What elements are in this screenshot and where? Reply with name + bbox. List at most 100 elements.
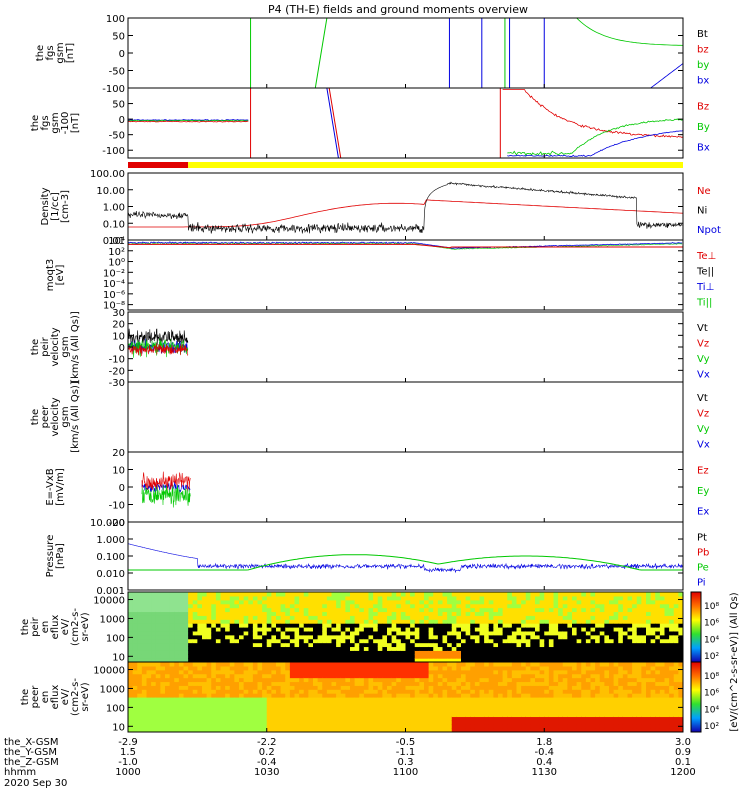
heatmap-cell	[511, 677, 518, 683]
heatmap-cell	[271, 592, 277, 597]
heatmap-cell	[562, 677, 568, 683]
heatmap-cell	[414, 728, 420, 732]
heatmap-cell	[188, 662, 194, 667]
heatmap-cell	[595, 642, 601, 648]
heatmap-cell	[655, 728, 661, 732]
heatmap-cell	[641, 634, 647, 640]
heatmap-cell	[451, 697, 457, 702]
heatmap-cell	[493, 681, 499, 686]
heatmap-cell	[197, 720, 203, 725]
heatmap-cell	[424, 693, 430, 698]
heatmap-cell	[451, 638, 457, 644]
heatmap-cell	[650, 646, 656, 651]
heatmap-cell	[350, 685, 356, 690]
heatmap-cell	[595, 700, 601, 706]
heatmap-cell	[502, 638, 508, 644]
heatmap-cell	[391, 654, 397, 659]
heatmap-cell	[595, 650, 601, 655]
heatmap-cell	[160, 603, 166, 609]
heatmap-cell	[678, 658, 683, 662]
heatmap-cell	[627, 634, 633, 640]
heatmap-cell	[248, 642, 254, 648]
heatmap-cell	[410, 615, 416, 620]
panel-frame	[127, 17, 684, 89]
heatmap-cell	[160, 685, 166, 690]
heatmap-cell	[479, 650, 485, 655]
heatmap-cell	[368, 599, 374, 605]
heatmap-cell	[442, 728, 448, 732]
heatmap-cell	[262, 595, 268, 601]
heatmap-cell	[373, 642, 379, 648]
heatmap-cell	[285, 689, 291, 694]
heatmap-cell	[484, 611, 490, 616]
heatmap-cell	[178, 708, 185, 714]
heatmap-cell	[285, 685, 291, 690]
heatmap-cell	[539, 595, 545, 601]
heatmap-cell	[410, 595, 416, 601]
series-peir_velocity-vt	[128, 328, 189, 347]
heatmap-cell	[544, 673, 550, 679]
y-axis-label: moqt3	[45, 259, 56, 292]
heatmap-cell	[382, 685, 388, 690]
heatmap-cell	[622, 681, 629, 686]
heatmap-cell	[641, 669, 647, 675]
heatmap-cell	[220, 693, 226, 698]
heatmap-cell	[252, 685, 259, 690]
heatmap-cell	[155, 592, 161, 597]
heatmap-cell	[479, 685, 485, 690]
heatmap-cell	[146, 677, 152, 683]
heatmap-cell	[197, 673, 203, 679]
heatmap-cell	[567, 623, 573, 628]
heatmap-cell	[655, 638, 661, 644]
heatmap-cell	[627, 677, 633, 683]
heatmap-cell	[377, 665, 383, 671]
heatmap-cell	[160, 646, 166, 651]
heatmap-cell	[141, 642, 148, 648]
heatmap-cell	[525, 724, 531, 729]
heatmap-cell	[368, 673, 374, 679]
heatmap-cell	[535, 697, 541, 702]
heatmap-cell	[627, 595, 633, 601]
heatmap-cell	[484, 599, 490, 605]
heatmap-cell	[585, 658, 592, 662]
heatmap-cell	[428, 712, 434, 718]
heatmap-cell	[165, 654, 171, 659]
heatmap-cell	[271, 665, 277, 671]
heatmap-cell	[289, 634, 296, 640]
heatmap-cell	[215, 700, 222, 706]
heatmap-cell	[595, 627, 601, 632]
heatmap-cell	[225, 599, 231, 605]
heatmap-cell	[363, 595, 370, 601]
heatmap-cell	[493, 599, 499, 605]
heatmap-cell	[266, 708, 272, 714]
heatmap-cell	[470, 697, 476, 702]
heatmap-cell	[511, 681, 518, 686]
heatmap-cell	[373, 700, 379, 706]
heatmap-cell	[521, 654, 527, 659]
heatmap-cell	[456, 599, 462, 605]
heatmap-cell	[368, 595, 374, 601]
heatmap-cell	[604, 642, 610, 648]
heatmap-cell	[562, 669, 568, 675]
heatmap-cell	[257, 634, 263, 640]
heatmap-cell	[303, 681, 309, 686]
heatmap-cell	[669, 642, 675, 648]
heatmap-cell	[396, 685, 402, 690]
heatmap-cell	[252, 662, 259, 667]
heatmap-cell	[373, 615, 379, 620]
heatmap-cell	[331, 611, 337, 616]
heatmap-cell	[576, 712, 582, 718]
heatmap-cell	[405, 712, 411, 718]
heatmap-cell	[151, 712, 157, 718]
heatmap-cell	[678, 685, 683, 690]
heatmap-cell	[585, 615, 592, 620]
heatmap-cell	[289, 712, 296, 718]
heatmap-cell	[294, 728, 300, 732]
heatmap-cell	[155, 716, 161, 721]
heatmap-cell	[511, 646, 518, 651]
heatmap-cell	[627, 603, 633, 609]
heatmap-cell	[539, 627, 545, 632]
heatmap-cell	[377, 716, 383, 721]
heatmap-cell	[146, 685, 152, 690]
heatmap-cell	[276, 712, 282, 718]
